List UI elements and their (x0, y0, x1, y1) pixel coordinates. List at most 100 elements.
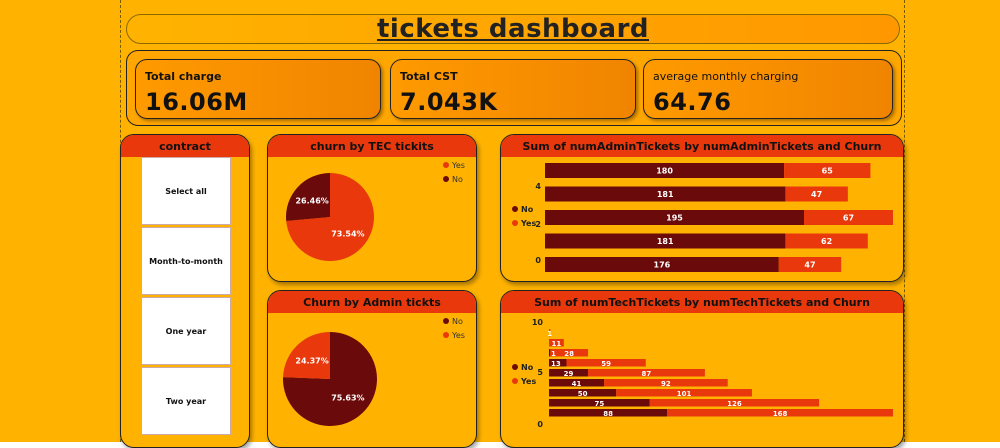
bar-segment-no (549, 359, 567, 367)
pie-chart-admin-card: Churn by Admin tickts 75.63% 24.37% No Yes (267, 290, 477, 448)
bar-chart-admin-card: Sum of numAdminTickets by numAdminTicket… (500, 134, 904, 282)
legend-marker (512, 220, 518, 226)
pie-chart-tec: 73.54% 26.46% Yes No (286, 161, 465, 261)
legend-label: Yes (451, 331, 465, 340)
bar-data-label-yes: 65 (822, 167, 834, 176)
y-tick-label: 4 (535, 182, 541, 191)
slicer-option-select-all[interactable]: Select all (141, 157, 231, 225)
bar-data-label-yes: 47 (804, 261, 815, 270)
bar-data-label-yes: 28 (564, 350, 574, 358)
bar-data-label-no: 180 (656, 167, 673, 176)
bar-segment-no (545, 257, 779, 272)
bar-data-label-yes: 59 (601, 360, 611, 368)
legend-marker (443, 162, 449, 168)
bar-data-label-no: 176 (654, 261, 671, 270)
contract-slicer: contract Select all Month-to-month One y… (120, 134, 250, 448)
bar-segment-yes (616, 389, 752, 397)
bar-data-label-yes: 1 (547, 330, 552, 338)
bar-segment-no (549, 409, 668, 417)
legend-marker (512, 364, 518, 370)
bar-segment-no (549, 379, 605, 387)
y-tick-label: 2 (535, 220, 541, 229)
bar-data-label-yes: 92 (661, 380, 671, 388)
bar-segment-yes (785, 233, 868, 249)
pie-slice-yes (283, 332, 330, 379)
bar-segment-yes (778, 257, 842, 272)
bar-segment-yes (667, 409, 893, 417)
chart-title: Churn by Admin tickts (268, 291, 476, 313)
title-bar: tickets dashboard (126, 14, 900, 44)
kpi-total-charge[interactable]: Total charge 16.06M (135, 59, 381, 119)
pie-slice-no (286, 173, 330, 222)
kpi-value: 16.06M (145, 88, 248, 116)
legend-label: No (452, 317, 463, 326)
kpi-label: average monthly charging (653, 70, 799, 83)
bar-data-label-yes: 47 (811, 190, 822, 199)
bar-segment-no (549, 369, 588, 377)
legend-label: Yes (520, 219, 536, 228)
pie-data-label: 26.46% (295, 197, 328, 206)
pie-data-label: 73.54% (331, 229, 364, 238)
kpi-average-monthly-charging[interactable]: average monthly charging 64.76 (643, 59, 893, 119)
legend-label: No (521, 363, 534, 372)
bar-data-label-no: 75 (595, 400, 605, 408)
slicer-title: contract (121, 135, 249, 157)
bar-segment-no (549, 399, 650, 407)
kpi-label: Total charge (145, 70, 222, 83)
bar-data-label-no: 41 (572, 380, 582, 388)
kpi-value: 7.043K (400, 88, 498, 116)
legend-label: No (521, 205, 534, 214)
bar-data-label-yes: 11 (552, 340, 562, 348)
bar-segment-no (549, 389, 617, 397)
bar-data-label-no: 181 (657, 190, 674, 199)
bar-data-label-yes: 101 (677, 390, 692, 398)
bar-segment-yes (784, 163, 871, 178)
bar-segment-yes (604, 379, 728, 387)
bar-segment-yes (550, 349, 588, 357)
bar-segment-no (545, 233, 786, 249)
bar-data-label-no: 1 (551, 350, 556, 358)
bar-segment-yes (804, 210, 893, 225)
kpi-row: Total charge 16.06M Total CST 7.043K ave… (126, 50, 902, 126)
legend-marker (512, 206, 518, 212)
bar-segment-no (545, 186, 786, 202)
bar-data-label-yes: 67 (843, 214, 854, 223)
pie-data-label: 24.37% (295, 356, 328, 365)
guide-line-right (904, 0, 905, 442)
bar-data-label-yes: 168 (773, 410, 788, 418)
legend-marker (443, 332, 449, 338)
bar-chart-tech-card: Sum of numTechTickets by numTechTickets … (500, 290, 904, 448)
dashboard-title: tickets dashboard (376, 14, 650, 44)
pie-chart-tec-card: churn by TEC tickits 73.54% 26.46% Yes No (267, 134, 477, 282)
bar-data-label-no: 181 (657, 237, 674, 246)
kpi-total-cst[interactable]: Total CST 7.043K (390, 59, 636, 119)
bar-data-label-no: 29 (564, 370, 574, 378)
chart-title: churn by TEC tickits (268, 135, 476, 157)
slicer-option-one-year[interactable]: One year (141, 297, 231, 365)
bar-data-label-no: 50 (578, 390, 588, 398)
bar-segment-yes (549, 329, 551, 337)
slicer-option-month-to-month[interactable]: Month-to-month (141, 227, 231, 295)
bar-segment-no (545, 210, 805, 225)
pie-slice-yes (286, 173, 374, 261)
bar-data-label-no: 88 (603, 410, 613, 418)
bar-data-label-yes: 87 (642, 370, 652, 378)
legend-label: Yes (520, 377, 536, 386)
legend-marker (443, 318, 449, 324)
chart-title: Sum of numTechTickets by numTechTickets … (501, 291, 903, 313)
kpi-label: Total CST (400, 70, 458, 83)
y-tick-label: 0 (535, 256, 541, 265)
slicer-option-two-year[interactable]: Two year (141, 367, 231, 435)
chart-title: Sum of numAdminTickets by numAdminTicket… (501, 135, 903, 157)
legend-marker (443, 176, 449, 182)
bar-segment-no (549, 349, 551, 357)
legend-label: No (452, 175, 463, 184)
bar-data-label-no: 13 (551, 360, 561, 368)
bar-chart-admin: 180 65 181 47 195 67 181 62 176 47 4 2 0 No Yes (512, 163, 893, 272)
legend-marker (512, 378, 518, 384)
bar-data-label-no: 195 (666, 214, 683, 223)
y-tick-label: 5 (537, 368, 543, 377)
bar-data-label-yes: 126 (727, 400, 742, 408)
